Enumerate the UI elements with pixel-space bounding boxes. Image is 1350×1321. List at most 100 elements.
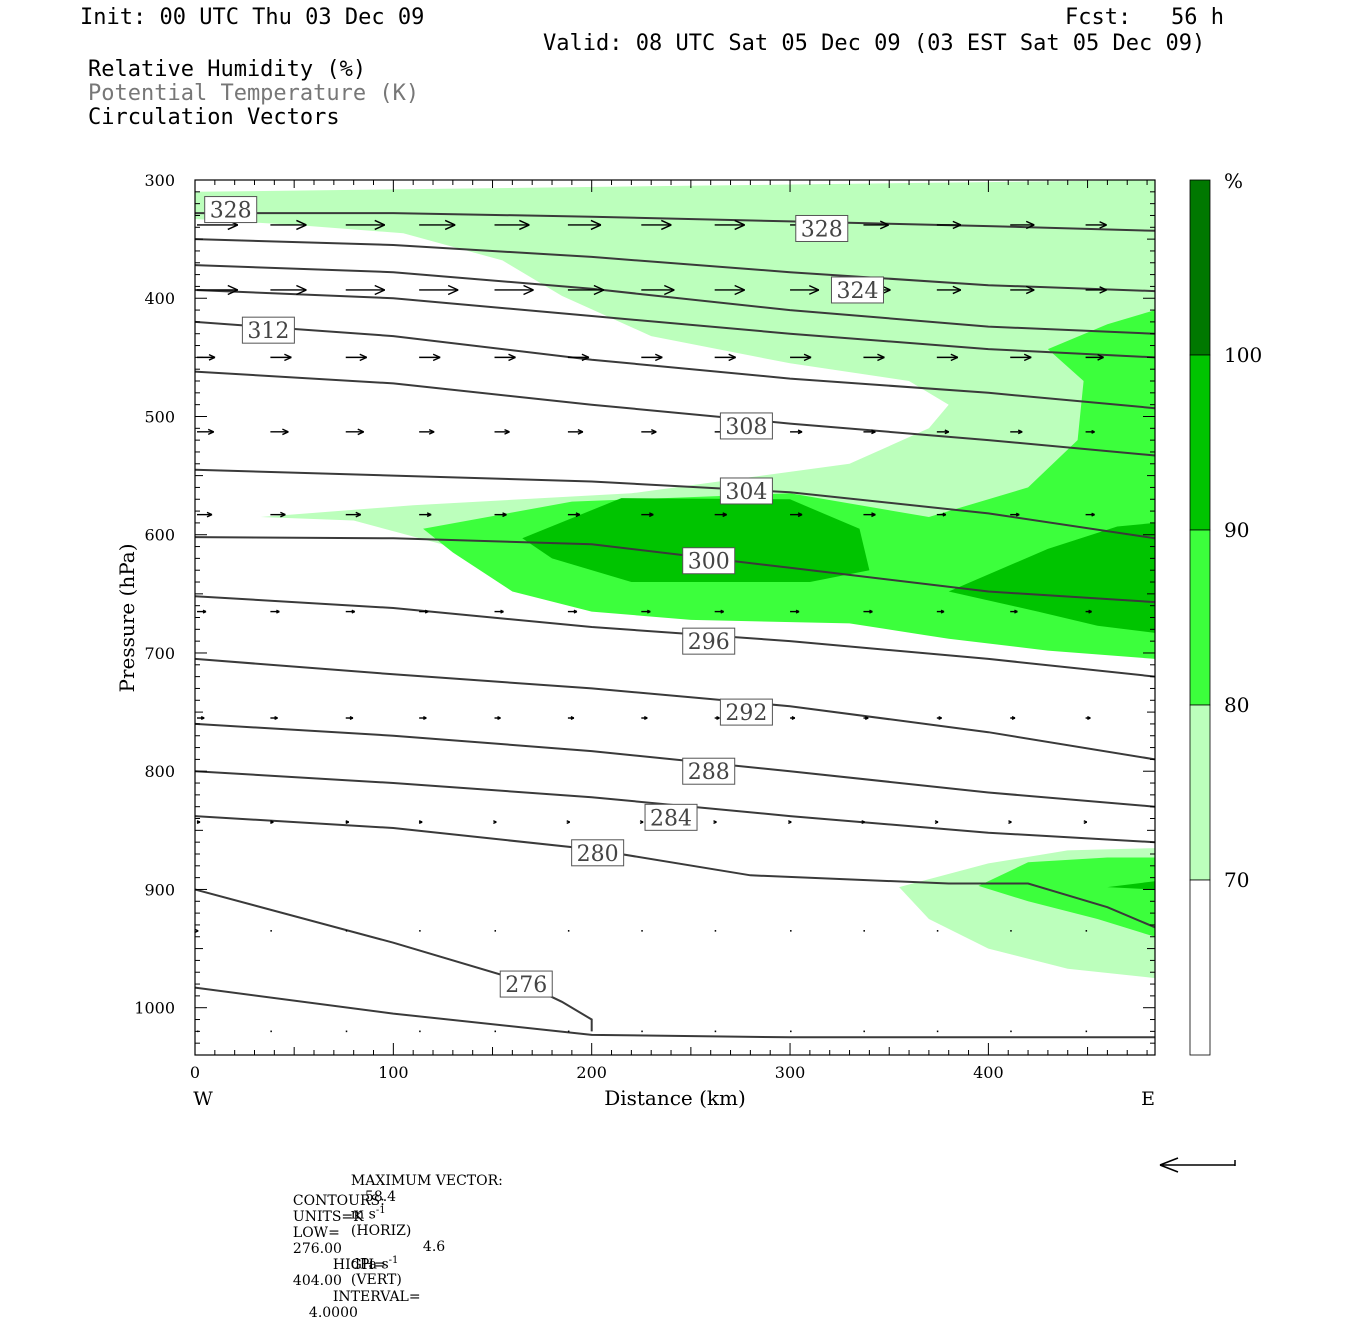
contour-label-328-1: 328 <box>795 214 849 242</box>
y-tick-label-700: 700 <box>144 644 175 663</box>
vector-arrow-1-4 <box>494 284 534 296</box>
max-vector-label: MAXIMUM VECTOR: <box>350 1173 503 1189</box>
y-tick-label-800: 800 <box>144 762 175 781</box>
contours-line: CONTOURS: UNITS=K LOW= 276.00 HIGH= 404.… <box>284 1177 421 1321</box>
vector-arrow-4-12 <box>1085 512 1095 517</box>
vector-arrow-1-6 <box>641 284 675 296</box>
vector-arrow-4-11 <box>1010 512 1020 517</box>
vector-arrow-4-5 <box>567 512 581 518</box>
y-tick-label-300: 300 <box>144 171 175 190</box>
vector-arrow-0-6 <box>641 219 672 231</box>
vector-arrow-2-9 <box>863 353 885 362</box>
vector-arrow-2-11 <box>1010 353 1032 362</box>
vector-arrow-0-2 <box>345 219 386 231</box>
y-axis-title: Pressure (hPa) <box>115 544 139 693</box>
vector-arrow-2-12 <box>1085 354 1104 361</box>
vector-arrow-6-7 <box>714 716 720 720</box>
vector-arrow-1-11 <box>1010 285 1035 295</box>
svg-text:312: 312 <box>247 319 289 344</box>
colorbar-label-100: 100 <box>1224 343 1262 367</box>
y-tick-label-600: 600 <box>144 526 175 545</box>
svg-text:280: 280 <box>577 842 619 867</box>
vector-arrow-1-1 <box>270 284 307 296</box>
contour-label-276-12: 276 <box>499 970 553 998</box>
vector-arrow-5-5 <box>567 609 578 614</box>
vector-arrow-3-12 <box>1085 429 1095 434</box>
vector-arrow-7-8 <box>787 820 792 825</box>
vector-arrow-5-10 <box>936 609 945 614</box>
y-tick-label-1000: 1000 <box>134 999 175 1018</box>
vector-arrow-3-2 <box>345 428 365 436</box>
vector-arrow-1-0 <box>197 284 239 296</box>
vector-arrow-7-1 <box>270 820 274 825</box>
colorbar-segment-70 <box>1189 704 1211 881</box>
isentrope-316 <box>195 289 1155 359</box>
vector-arrow-7-5 <box>566 820 570 825</box>
vector-arrow-3-9 <box>863 429 876 435</box>
rh-region-90-2 <box>522 498 870 582</box>
contours-units: UNITS=K <box>292 1209 364 1225</box>
forecast-hour: Fcst: 56 h <box>1065 5 1224 30</box>
isentrope-292 <box>195 657 1155 761</box>
vector-arrow-0-1 <box>270 219 307 231</box>
svg-text:284: 284 <box>650 806 692 831</box>
colorbar-label-70: 70 <box>1224 868 1249 892</box>
svg-text:328: 328 <box>210 199 252 224</box>
isentrope-328 <box>195 212 1155 232</box>
vector-arrow-0-12 <box>1085 221 1107 229</box>
vector-arrow-0-11 <box>1010 220 1035 230</box>
contour-label-292-8: 292 <box>719 698 773 726</box>
vector-arrow-3-1 <box>270 428 289 436</box>
isentrope-272 <box>195 986 1155 1039</box>
vector-arrow-1-10 <box>936 285 962 295</box>
vector-arrow-7-10 <box>934 820 939 825</box>
svg-text:304: 304 <box>725 480 767 505</box>
contours-low-label: LOW= <box>292 1225 340 1241</box>
isentrope-312 <box>195 320 1155 410</box>
vector-arrow-4-3 <box>419 512 432 518</box>
x-tick-label-0: 0 <box>190 1063 200 1082</box>
vector-arrow-5-0 <box>197 609 207 614</box>
vector-arrow-0-3 <box>419 219 456 231</box>
vector-arrow-4-6 <box>641 512 654 518</box>
rh-region-90-6 <box>1107 881 1155 890</box>
vector-arrow-7-0 <box>196 820 201 825</box>
vector-arrow-5-8 <box>790 609 800 614</box>
contour-label-308-4: 308 <box>719 412 773 440</box>
x-axis-title: Distance (km) <box>604 1086 746 1110</box>
contour-label-288-9: 288 <box>682 757 736 785</box>
vector-arrow-6-11 <box>1010 716 1016 720</box>
field-potential-temperature: Potential Temperature (K) <box>88 81 420 106</box>
colorbar-unit: % <box>1224 169 1243 193</box>
isentrope-320 <box>195 264 1155 335</box>
vector-arrow-5-3 <box>419 609 429 614</box>
vector-arrow-4-4 <box>494 512 507 518</box>
vector-arrow-6-6 <box>641 716 648 720</box>
contour-label-328-0: 328 <box>204 196 258 224</box>
vector-arrow-6-0 <box>197 716 205 720</box>
vector-arrow-2-6 <box>641 353 663 362</box>
vector-arrow-0-4 <box>494 219 530 231</box>
svg-text:276: 276 <box>505 973 547 998</box>
vector-arrow-1-3 <box>419 284 459 296</box>
contours-interval-label: INTERVAL= <box>332 1289 421 1305</box>
vector-arrow-2-5 <box>567 353 590 362</box>
svg-text:328: 328 <box>801 217 843 242</box>
vector-arrow-4-8 <box>790 512 803 518</box>
vector-arrow-6-4 <box>494 716 501 720</box>
vector-arrow-5-1 <box>270 609 280 614</box>
vector-arrow-5-11 <box>1010 609 1018 614</box>
contours-high: 404.00 <box>292 1273 342 1289</box>
colorbar-label-80: 80 <box>1224 693 1249 717</box>
vector-arrow-4-2 <box>345 511 362 518</box>
vector-arrow-0-9 <box>863 220 889 230</box>
x-tick-label-400: 400 <box>973 1063 1004 1082</box>
vector-arrow-3-11 <box>1010 429 1023 435</box>
x-tick-label-200: 200 <box>576 1063 607 1082</box>
colorbar-segment-below-70 <box>1189 879 1211 1056</box>
vector-arrow-1-2 <box>345 284 386 296</box>
vector-arrow-1-12 <box>1085 286 1107 294</box>
contours-high-label: HIGH= <box>332 1257 386 1273</box>
vector-layer <box>195 219 1107 1033</box>
vector-arrow-7-3 <box>418 820 423 825</box>
